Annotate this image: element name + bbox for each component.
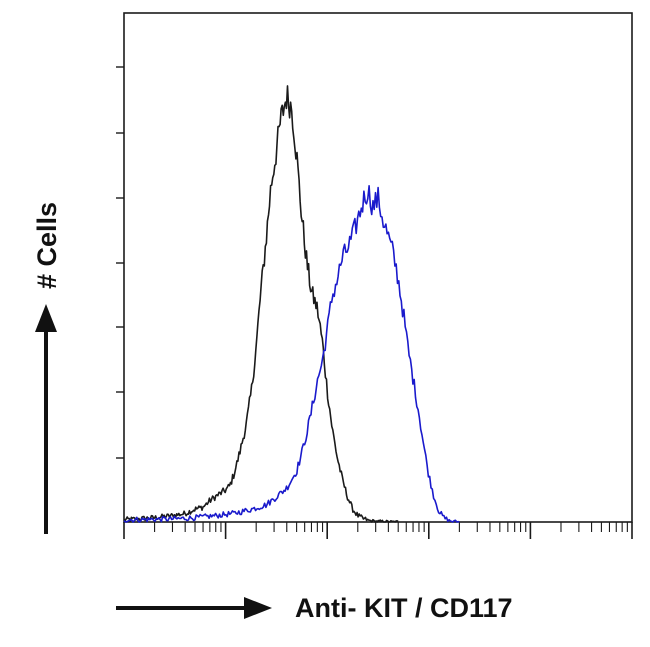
x-axis-arrow — [116, 597, 272, 619]
x-axis-ticks — [123, 522, 633, 539]
y-axis-ticks — [116, 66, 124, 459]
x-axis-title: Anti- KIT / CD117 — [295, 593, 513, 623]
plot-frame — [123, 12, 633, 523]
y-axis-arrow — [35, 304, 57, 534]
series-line-stained — [123, 185, 460, 523]
series-layer — [123, 85, 460, 523]
series-line-control — [123, 85, 399, 523]
y-axis-title: # Cells — [32, 202, 62, 289]
